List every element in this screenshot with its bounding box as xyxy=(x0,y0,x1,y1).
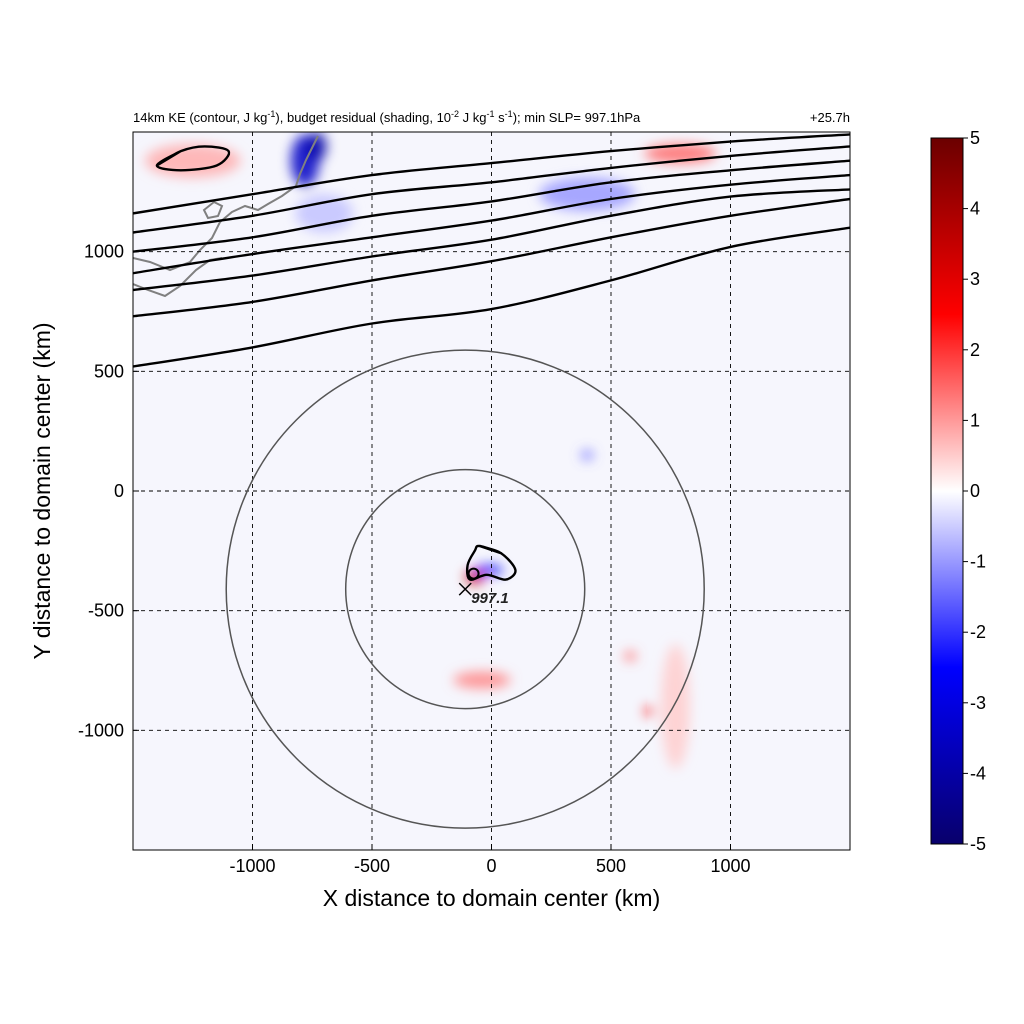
coastline-island xyxy=(202,200,224,220)
y-tick-label: 0 xyxy=(114,481,124,501)
colorbar-tick-label: -5 xyxy=(970,834,986,854)
x-tick-label: -500 xyxy=(354,856,390,876)
title-segment: 14km KE (contour, J kg xyxy=(133,110,267,125)
title-superscript: -2 xyxy=(451,109,459,119)
title-segment: ), budget residual (shading, 10 xyxy=(275,110,451,125)
ke-contour-line xyxy=(133,159,850,253)
ke-contour-line xyxy=(133,133,850,215)
y-tick-label: 500 xyxy=(94,361,124,381)
ke-contour-line xyxy=(133,173,850,275)
colorbar-tick-label: -1 xyxy=(970,552,986,572)
plot-title-left: 14km KE (contour, J kg-1), budget residu… xyxy=(133,109,641,125)
storm-center-cross-icon xyxy=(458,582,472,596)
residual-shading xyxy=(144,132,717,769)
storm-center: 997.1 xyxy=(458,567,509,607)
title-superscript: -1 xyxy=(487,109,495,119)
colorbar-tick-label: -2 xyxy=(970,622,986,642)
radius-rings xyxy=(225,349,705,829)
residual-blob xyxy=(624,651,637,661)
min-slp-label: 997.1 xyxy=(471,590,509,607)
residual-blob xyxy=(453,671,511,689)
x-tick-label: 1000 xyxy=(710,856,750,876)
colorbar xyxy=(930,137,964,845)
residual-blob xyxy=(307,132,327,161)
title-segment: ); min SLP= 997.1hPa xyxy=(513,110,641,125)
x-tick-label: 0 xyxy=(486,856,496,876)
title-segment: J kg xyxy=(459,110,486,125)
residual-blob xyxy=(295,194,353,233)
x-axis-ticks: -1000 -500 0 500 1000 xyxy=(229,844,751,876)
residual-background xyxy=(133,132,850,850)
residual-blob xyxy=(581,450,594,460)
colorbar-tick-label: -4 xyxy=(970,763,986,783)
colorbar-tick-label: 5 xyxy=(970,128,980,148)
ke-contour-closed xyxy=(155,145,231,172)
colorbar-ticks: 5 4 3 2 1 0 -1 -2 -3 -4 -5 xyxy=(963,128,986,854)
residual-blob xyxy=(661,644,690,769)
title-superscript: -1 xyxy=(505,109,513,119)
plot-area: 997.1 xyxy=(133,132,850,850)
plot-title-right: +25.7h xyxy=(810,110,850,125)
title-segment: s xyxy=(495,110,506,125)
ke-contour-line xyxy=(133,145,850,234)
colorbar-tick-label: 0 xyxy=(970,481,980,501)
x-axis-title: X distance to domain center (km) xyxy=(323,885,660,911)
radius-ring xyxy=(225,349,705,829)
residual-blob xyxy=(474,565,504,575)
colorbar-tick-label: -3 xyxy=(970,693,986,713)
ke-contour-line xyxy=(133,197,850,318)
y-axis-ticks: -1000 -500 0 500 1000 xyxy=(78,242,139,740)
colorbar-tick-label: 1 xyxy=(970,410,980,430)
x-tick-label: -1000 xyxy=(229,856,275,876)
inner-ke-contour xyxy=(467,567,480,580)
ke-contour-line xyxy=(133,188,850,292)
y-axis-title: Y distance to domain center (km) xyxy=(29,322,55,659)
residual-blob xyxy=(644,706,655,716)
radius-ring xyxy=(344,468,586,710)
title-superscript: -1 xyxy=(267,109,275,119)
x-tick-label: 500 xyxy=(596,856,626,876)
colorbar-tick-label: 3 xyxy=(970,269,980,289)
y-tick-label: -1000 xyxy=(78,720,124,740)
ke-contour-line xyxy=(133,226,850,368)
y-tick-label: 1000 xyxy=(84,242,124,262)
colorbar-tick-label: 4 xyxy=(970,199,980,219)
y-tick-label: -500 xyxy=(88,601,124,621)
residual-blob xyxy=(539,177,635,211)
colorbar-tick-label: 2 xyxy=(970,340,980,360)
